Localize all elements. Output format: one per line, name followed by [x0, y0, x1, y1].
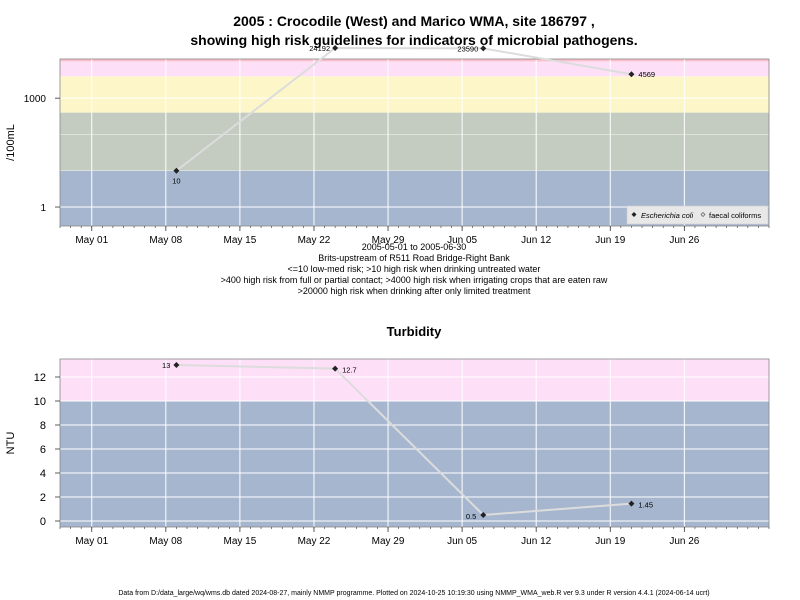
y-tick-label: 1000: [24, 94, 47, 105]
legend-box: [626, 205, 769, 225]
plot-frame: [59, 358, 770, 528]
risk-band: [60, 112, 769, 171]
plot-frame: [59, 58, 770, 227]
x-axis-label-line: >400 high risk from full or partial cont…: [221, 275, 608, 285]
x-tick-label: May 22: [298, 235, 331, 246]
y-tick-label: 1: [40, 203, 46, 214]
series-line: [175, 46, 632, 172]
y-tick-label: 8: [40, 420, 46, 432]
legend-label-faecal: faecal coliforms: [709, 211, 761, 220]
x-tick-label: Jun 26: [669, 235, 699, 246]
main-title-line2: showing high risk guidelines for indicat…: [190, 32, 637, 48]
x-tick-label: May 15: [223, 536, 256, 547]
turbidity-chart-panel: May 01 May 08 May 15 May 22 May 29 Jun 05 Jun …: [5, 324, 770, 547]
y-tick-label: 12: [34, 372, 46, 384]
data-label: 13: [162, 361, 170, 370]
data-label: 10: [172, 177, 180, 186]
risk-band: [60, 401, 769, 527]
data-label: 0.5: [466, 512, 476, 521]
x-axis-label-line: <=10 low-med risk; >10 high risk when dr…: [288, 264, 541, 274]
risk-band: [60, 76, 769, 113]
x-tick-label: May 08: [149, 235, 182, 246]
risk-band: [60, 61, 769, 77]
ecoli-chart-panel: May 01 May 08 May 15 May 22 May 29 Jun 05 Jun …: [5, 44, 770, 296]
y-tick-label: 2: [40, 492, 46, 504]
panel-title: Turbidity: [387, 324, 442, 339]
data-label: 12.7: [342, 366, 357, 375]
series-line: [176, 364, 632, 517]
x-tick-label: May 29: [372, 536, 405, 547]
y-tick-label: 6: [40, 444, 46, 456]
y-axis-label: NTU: [5, 432, 17, 455]
y-tick-label: 4: [40, 468, 46, 480]
x-tick-label: May 01: [75, 235, 108, 246]
x-axis-label-line: 2005-05-01 to 2005-06-30: [362, 242, 467, 252]
data-label: 1.45: [638, 501, 653, 510]
data-point: [332, 365, 339, 372]
x-tick-label: Jun 19: [595, 235, 625, 246]
data-point: [480, 45, 487, 52]
x-axis-label-line: Brits-upstream of R511 Road Bridge-Right…: [318, 253, 510, 263]
x-tick-label: Jun 12: [521, 235, 551, 246]
x-tick-label: May 08: [149, 536, 182, 547]
x-tick-label: Jun 26: [669, 536, 699, 547]
data-point: [480, 512, 487, 518]
risk-band: [60, 59, 769, 62]
x-tick-label: Jun 05: [447, 235, 477, 246]
x-tick-label: Jun 05: [447, 536, 477, 547]
x-tick-label: Jun 12: [521, 536, 551, 547]
x-tick-label: May 01: [75, 536, 108, 547]
legend-marker-ecoli: [631, 212, 637, 217]
x-tick-label: Jun 19: [595, 536, 625, 547]
y-axis-label: /100mL: [5, 124, 17, 161]
data-label: 23590: [457, 44, 478, 53]
data-point: [173, 167, 180, 174]
data-point: [173, 362, 180, 368]
data-label: 4569: [638, 70, 655, 79]
x-tick-label: May 22: [298, 536, 331, 547]
y-tick-label: 10: [34, 396, 46, 408]
legend-marker-faecal: [700, 212, 706, 217]
data-label: 24192: [309, 44, 330, 53]
data-point: [332, 44, 339, 51]
legend-label-ecoli: Escherichia coli: [641, 211, 693, 220]
x-tick-label: May 29: [372, 235, 405, 246]
data-point: [628, 500, 635, 507]
footer-note: Data from D:/data_large/wq/wms.db dated …: [118, 590, 709, 597]
main-title-line1: 2005 : Crocodile (West) and Marico WMA, …: [233, 13, 595, 29]
x-tick-label: May 15: [223, 235, 256, 246]
data-point: [628, 71, 635, 78]
y-tick-label: 0: [40, 516, 46, 528]
x-axis-label-line: >20000 high risk when drinking after onl…: [298, 286, 531, 296]
